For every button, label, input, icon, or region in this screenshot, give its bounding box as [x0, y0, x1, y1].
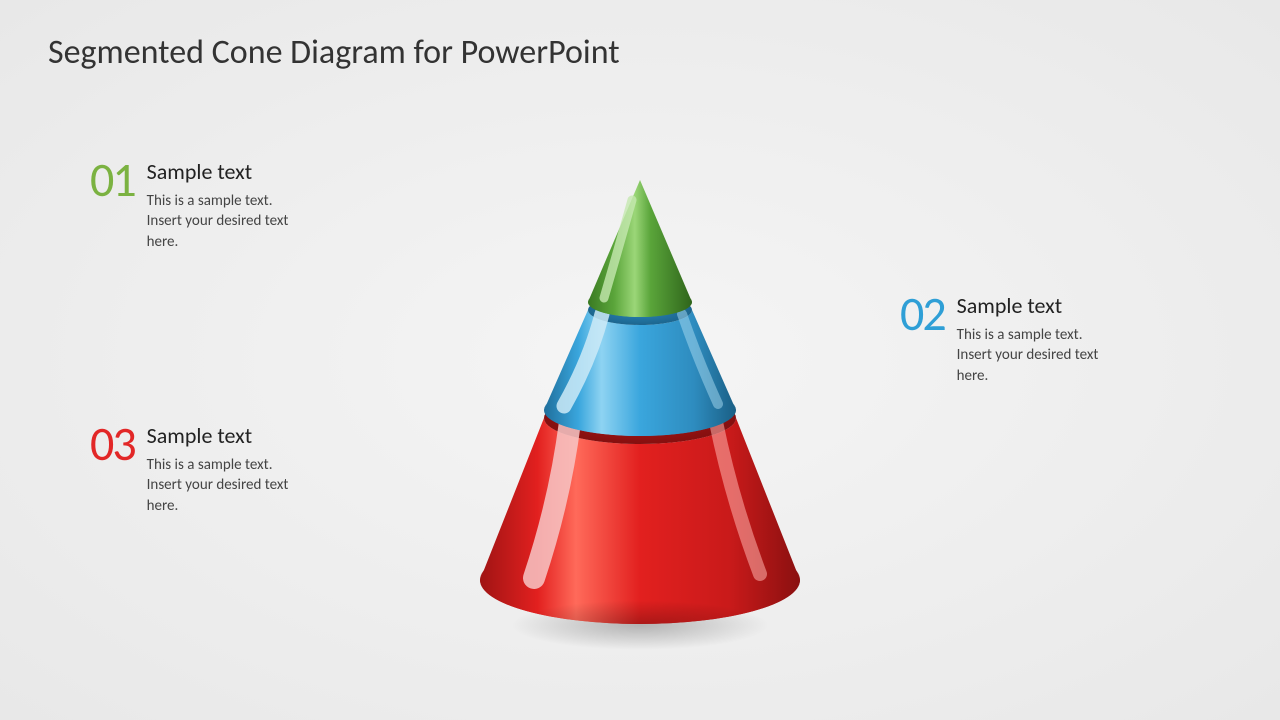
item-01-heading: Sample text	[147, 158, 289, 185]
page-title: Segmented Cone Diagram for PowerPoint	[48, 32, 620, 73]
cone-svg	[460, 150, 820, 670]
item-01-number: 01	[90, 156, 135, 204]
item-01-body: This is a sample text. Insert your desir…	[147, 191, 289, 252]
item-03-body: This is a sample text. Insert your desir…	[147, 455, 289, 516]
item-03-heading: Sample text	[147, 422, 289, 449]
item-02-number: 02	[900, 290, 945, 338]
cone-diagram	[460, 150, 820, 670]
item-02-body: This is a sample text. Insert your desir…	[957, 325, 1099, 386]
item-01: 01 Sample text This is a sample text. In…	[90, 156, 288, 252]
item-02-heading: Sample text	[957, 292, 1099, 319]
item-02: 02 Sample text This is a sample text. In…	[900, 290, 1098, 386]
item-03-number: 03	[90, 420, 135, 468]
cone-shadow	[510, 600, 770, 650]
item-03: 03 Sample text This is a sample text. In…	[90, 420, 288, 516]
